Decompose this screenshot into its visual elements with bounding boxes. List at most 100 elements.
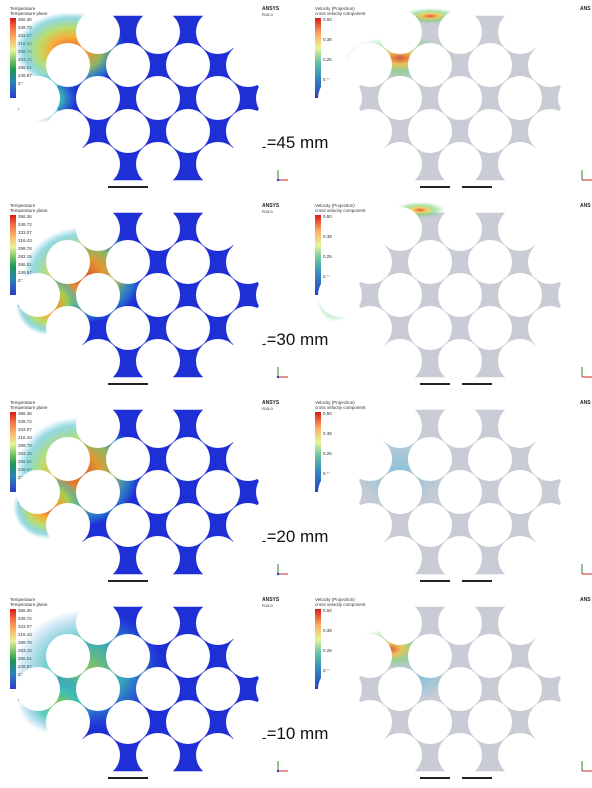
scale-bar: [108, 186, 148, 188]
rod: [196, 667, 240, 711]
rod: [136, 667, 180, 711]
scale-bar: [108, 383, 148, 385]
scale-bar: [108, 777, 148, 779]
rod: [498, 601, 542, 645]
rod: [136, 404, 180, 448]
tick: 0.38: [323, 431, 332, 436]
rod: [498, 536, 542, 580]
rod: [76, 76, 120, 120]
rod: [226, 306, 270, 350]
tick: 0.13: [323, 471, 332, 476]
temperature-colorbar: [10, 18, 16, 98]
rod: [348, 43, 392, 87]
axis-triad-icon: [581, 170, 592, 181]
rod: [136, 536, 180, 580]
rod: [196, 273, 240, 317]
rod: [468, 306, 512, 350]
axis-triad-icon: [276, 367, 288, 379]
rod: [438, 536, 482, 580]
tick: 0.50: [323, 411, 332, 416]
temperature-legend-subtitle: Temperature plane: [10, 11, 48, 16]
rod: [408, 306, 452, 350]
rod: [438, 10, 482, 54]
rod: [226, 634, 270, 678]
row-z30: Temperature Temperature plane 366.36 349…: [0, 197, 592, 394]
velocity-legend-title: Velocity (Projection): [315, 400, 355, 405]
tick: 249.87: [18, 73, 32, 78]
rod: [438, 142, 482, 186]
temperature-legend-title: Temperature: [10, 203, 36, 208]
rod: [76, 601, 120, 645]
temperature-legend-title: Temperature: [10, 597, 36, 602]
rod: [166, 634, 210, 678]
rod: [408, 240, 452, 284]
rod: [166, 306, 210, 350]
rod: [438, 733, 482, 777]
tick: 0.38: [323, 628, 332, 633]
tick: 0.13: [323, 77, 332, 82]
scale-bar: [108, 580, 148, 582]
rod: [226, 240, 270, 284]
rod: [196, 404, 240, 448]
temperature-colorbar: [10, 609, 16, 689]
tick: 333.07: [18, 624, 32, 629]
rod: [106, 634, 150, 678]
ansys-logo-cropped: ANS: [580, 6, 591, 12]
rod: [348, 437, 392, 481]
rod: [76, 470, 120, 514]
rod: [468, 109, 512, 153]
rod: [498, 142, 542, 186]
rod: [136, 339, 180, 383]
tick: 366.36: [18, 214, 32, 219]
rod: [16, 667, 60, 711]
rod: [226, 503, 270, 547]
rod: [348, 240, 392, 284]
rod: [438, 76, 482, 120]
velocity-contour: [318, 404, 592, 580]
rod: [438, 667, 482, 711]
rod: [196, 470, 240, 514]
rod: [438, 339, 482, 383]
temperature-colorbar: [10, 215, 16, 295]
ansys-logo-cropped: ANS: [580, 597, 591, 603]
ansys-logo: ANSYS R15.0: [262, 6, 279, 18]
rod: [196, 10, 240, 54]
temperature-legend-title: Temperature: [10, 400, 36, 405]
tick: 0.50: [323, 608, 332, 613]
velocity-colorbar: [315, 412, 321, 492]
velocity-legend-title: Velocity (Projection): [315, 6, 355, 11]
velocity-legend-subtitle: cross velocity component: [315, 11, 366, 16]
rod: [528, 503, 572, 547]
axis-triad-icon: [276, 170, 288, 182]
rod: [256, 667, 300, 711]
rod: [408, 437, 452, 481]
rod: [378, 733, 422, 777]
tick: 349.72: [18, 616, 32, 621]
rod: [378, 273, 422, 317]
rod: [558, 470, 592, 514]
rod: [226, 437, 270, 481]
ansys-version: R15.0: [262, 406, 273, 411]
ansys-version: R15.0: [262, 603, 273, 608]
rod: [46, 503, 90, 547]
velocity-legend-subtitle: cross velocity component: [315, 602, 366, 607]
temperature-contour: [15, 10, 300, 186]
tick: 299.78: [18, 246, 32, 251]
axis-triad-icon: [581, 564, 592, 575]
rod: [106, 437, 150, 481]
rod: [408, 109, 452, 153]
tick: 316.43: [18, 632, 32, 637]
rod: [528, 306, 572, 350]
tick: 366.36: [18, 411, 32, 416]
tick: 0.25: [323, 451, 332, 456]
ansys-brand: ANSYS: [262, 597, 280, 603]
rod: [558, 76, 592, 120]
rod: [136, 10, 180, 54]
rod: [318, 667, 362, 711]
tick: 0.50: [323, 214, 332, 219]
scale-bar: [462, 777, 492, 779]
rod: [196, 733, 240, 777]
tick: 0.13: [323, 668, 332, 673]
tick: 0.38: [323, 234, 332, 239]
rod: [378, 76, 422, 120]
